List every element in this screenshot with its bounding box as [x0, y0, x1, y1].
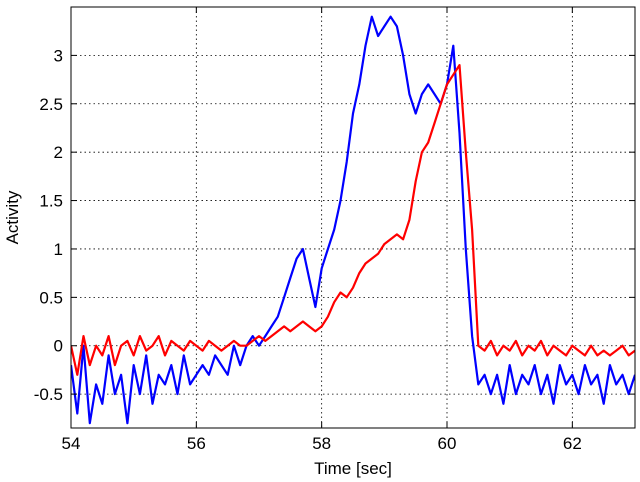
- y-tick-label: 0: [54, 337, 63, 356]
- x-tick-label: 58: [312, 434, 331, 453]
- y-tick-label: 1: [54, 240, 63, 259]
- x-tick-label: 54: [62, 434, 81, 453]
- x-tick-label: 60: [438, 434, 457, 453]
- series-line-2: [71, 63, 635, 376]
- plot-area: [71, 7, 635, 428]
- y-tick-label: 1.5: [39, 192, 63, 211]
- y-tick-label: -0.5: [34, 385, 63, 404]
- y-tick-label: 3: [54, 46, 63, 65]
- y-axis-ticks: -0.5 0 0.5 1 1.5 2 2.5 3: [34, 46, 635, 404]
- y-tick-label: 2.5: [39, 95, 63, 114]
- series-line-1: [71, 15, 635, 425]
- x-tick-label: 62: [563, 434, 582, 453]
- series-layer: [71, 15, 635, 425]
- y-tick-label: 2: [54, 143, 63, 162]
- x-axis-label: Time [sec]: [314, 459, 392, 478]
- y-axis-label: Activity: [3, 190, 22, 244]
- y-tick-label: 0.5: [39, 288, 63, 307]
- x-tick-label: 56: [187, 434, 206, 453]
- axes-frame: [70, 6, 636, 429]
- x-axis-ticks: 54 56 58 60 62: [62, 7, 582, 453]
